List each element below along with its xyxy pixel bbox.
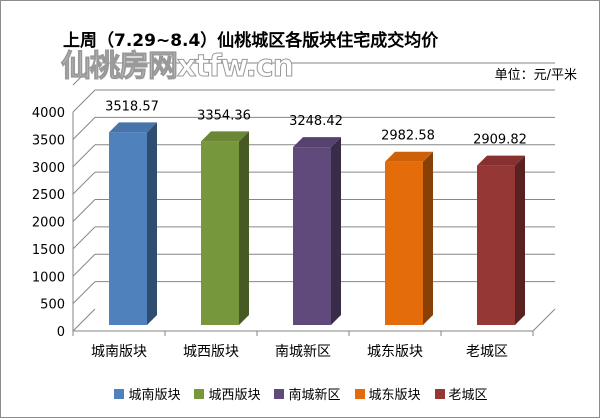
chart-title: 上周（7.29~8.4）仙桃城区各版块住宅成交均价: [63, 31, 439, 51]
side-gridline: [72, 117, 96, 140]
y-tick-label: 4000: [32, 106, 65, 121]
unit-label: 单位：元/平米: [494, 68, 577, 83]
bar-side: [239, 131, 249, 325]
side-gridline: [72, 89, 96, 113]
y-tick-label: 1500: [32, 243, 65, 258]
legend-label: 城南版块: [128, 388, 181, 403]
legend-swatch: [194, 388, 205, 399]
y-tick-label: 3000: [32, 161, 65, 176]
side-gridline: [72, 281, 96, 304]
legend-swatch: [434, 388, 445, 399]
legend-label: 老城区: [448, 388, 488, 403]
legend: 城南版块 城西版块 南城新区 城东版块 老城区: [1, 384, 599, 403]
x-category-label: 城西版块: [183, 344, 239, 360]
y-tick-label: 2000: [32, 216, 65, 231]
data-label: 3354.36: [197, 108, 251, 123]
watermark: 仙桃房网xtfw.cn: [60, 49, 294, 84]
y-tick-label: 500: [40, 298, 65, 313]
legend-item: 南城新区: [274, 384, 341, 403]
data-label: 3248.42: [289, 114, 343, 129]
bar-top: [385, 151, 433, 162]
floor-edge: [532, 308, 556, 332]
data-label: 3518.57: [105, 99, 159, 114]
legend-item: 城南版块: [114, 384, 180, 403]
bar-side: [147, 122, 157, 325]
legend-swatch: [354, 388, 365, 399]
bar-front: [293, 147, 331, 325]
legend-label: 城东版块: [368, 388, 421, 403]
side-gridline: [72, 226, 96, 250]
side-gridline-top: [72, 62, 96, 86]
bar-front: [201, 141, 239, 325]
side-gridline: [72, 253, 96, 277]
side-gridline: [72, 199, 96, 222]
bar-top: [293, 137, 341, 148]
legend-item: 城西版块: [194, 384, 260, 403]
x-category-label: 城东版块: [367, 344, 423, 360]
y-tick-label: 3500: [32, 133, 65, 148]
data-label: 2909.82: [473, 133, 527, 148]
y-tick-label: 2500: [32, 188, 65, 203]
bar-top: [201, 131, 249, 142]
side-gridline: [72, 308, 96, 332]
bar-top: [477, 155, 525, 166]
legend-swatch: [274, 388, 285, 399]
bar-side: [515, 155, 525, 325]
legend-item: 老城区: [434, 384, 488, 403]
side-gridline: [72, 171, 96, 195]
legend-label: 南城新区: [288, 388, 341, 403]
bar-side: [423, 151, 433, 325]
bar-top: [109, 122, 157, 133]
x-category-label: 城南版块: [91, 344, 147, 360]
x-category-label: 南城新区: [275, 344, 331, 360]
bar-side: [331, 137, 341, 325]
bar-front: [477, 165, 515, 325]
y-tick-label: 1000: [32, 270, 65, 285]
x-category-label: 老城区: [466, 344, 508, 360]
y-tick-label: 0: [57, 325, 65, 340]
bar-front: [385, 161, 423, 325]
bar-front: [109, 132, 147, 325]
data-label: 2982.58: [381, 129, 435, 144]
legend-item: 城东版块: [354, 384, 421, 403]
legend-label: 城西版块: [208, 388, 261, 403]
side-gridline: [72, 144, 96, 168]
legend-swatch: [114, 388, 125, 399]
